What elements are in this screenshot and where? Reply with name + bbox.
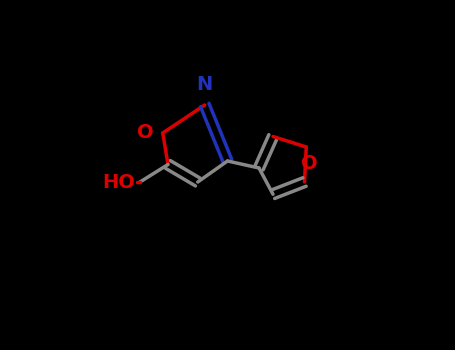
Text: O: O bbox=[137, 124, 154, 142]
Text: N: N bbox=[197, 76, 213, 94]
Text: O: O bbox=[301, 154, 318, 173]
Text: HO: HO bbox=[102, 173, 135, 191]
